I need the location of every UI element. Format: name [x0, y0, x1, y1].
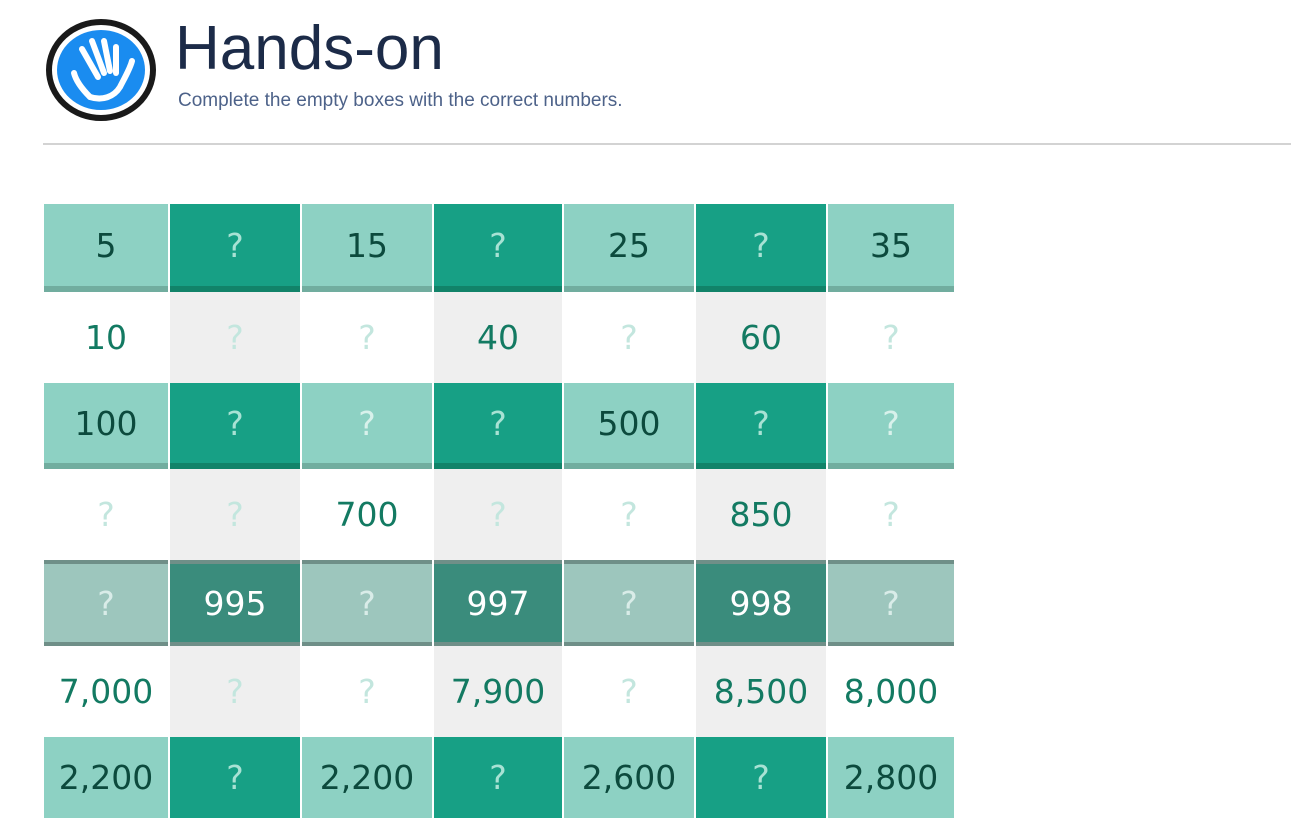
- cell-gap: [300, 383, 302, 469]
- answer-box[interactable]: ?: [170, 737, 300, 818]
- answer-box[interactable]: ?: [302, 646, 432, 737]
- answer-box[interactable]: ?: [696, 737, 826, 818]
- cell-gap: [168, 560, 170, 646]
- cell-gap: [826, 204, 828, 292]
- cell-gap: [562, 383, 564, 469]
- given-number: 5: [44, 204, 168, 292]
- answer-box[interactable]: ?: [434, 383, 562, 469]
- given-number: 2,600: [564, 737, 694, 818]
- answer-box[interactable]: ?: [696, 204, 826, 292]
- cell-gap: [562, 737, 564, 818]
- given-number: 995: [170, 560, 300, 646]
- answer-box[interactable]: ?: [302, 383, 432, 469]
- given-number: 10: [44, 292, 168, 383]
- cell-gap: [826, 292, 828, 383]
- given-number: 8,000: [828, 646, 954, 737]
- answer-box[interactable]: ?: [302, 292, 432, 383]
- given-number: 15: [302, 204, 432, 292]
- cell-gap: [432, 469, 434, 560]
- answer-box[interactable]: ?: [302, 560, 432, 646]
- cell-gap: [168, 469, 170, 560]
- given-number: 8,500: [696, 646, 826, 737]
- given-number: 850: [696, 469, 826, 560]
- answer-box[interactable]: ?: [170, 292, 300, 383]
- cell-gap: [168, 737, 170, 818]
- cell-gap: [432, 292, 434, 383]
- answer-box[interactable]: ?: [828, 292, 954, 383]
- given-number: 500: [564, 383, 694, 469]
- cell-gap: [826, 646, 828, 737]
- cell-gap: [694, 560, 696, 646]
- hand-icon: [46, 19, 156, 121]
- cell-gap: [694, 469, 696, 560]
- answer-box[interactable]: ?: [696, 383, 826, 469]
- cell-gap: [300, 560, 302, 646]
- cell-gap: [562, 560, 564, 646]
- cell-gap: [562, 646, 564, 737]
- cell-gap: [694, 204, 696, 292]
- cell-gap: [300, 204, 302, 292]
- given-number: 997: [434, 560, 562, 646]
- answer-box[interactable]: ?: [434, 204, 562, 292]
- cell-gap: [694, 383, 696, 469]
- given-number: 7,000: [44, 646, 168, 737]
- cell-gap: [826, 560, 828, 646]
- cell-gap: [694, 646, 696, 737]
- answer-box[interactable]: ?: [170, 646, 300, 737]
- cell-gap: [432, 204, 434, 292]
- cell-gap: [300, 737, 302, 818]
- answer-box[interactable]: ?: [828, 469, 954, 560]
- answer-box[interactable]: ?: [434, 737, 562, 818]
- answer-box[interactable]: ?: [564, 469, 694, 560]
- cell-gap: [432, 737, 434, 818]
- answer-box[interactable]: ?: [564, 646, 694, 737]
- cell-gap: [168, 383, 170, 469]
- answer-box[interactable]: ?: [828, 560, 954, 646]
- cell-gap: [168, 204, 170, 292]
- cell-gap: [300, 646, 302, 737]
- number-grid: 5? 15? 25? 35 10?? 40? 60? 100??? 500???? 700?? 85…: [44, 204, 954, 818]
- cell-gap: [300, 469, 302, 560]
- cell-gap: [168, 292, 170, 383]
- hands-on-logo: [46, 19, 156, 121]
- cell-gap: [432, 560, 434, 646]
- cell-gap: [562, 469, 564, 560]
- answer-box[interactable]: ?: [434, 469, 562, 560]
- answer-box[interactable]: ?: [564, 560, 694, 646]
- cell-gap: [694, 737, 696, 818]
- cell-gap: [432, 383, 434, 469]
- answer-box[interactable]: ?: [170, 204, 300, 292]
- answer-box[interactable]: ?: [170, 469, 300, 560]
- given-number: 7,900: [434, 646, 562, 737]
- cell-gap: [168, 646, 170, 737]
- answer-box[interactable]: ?: [564, 292, 694, 383]
- given-number: 2,200: [44, 737, 168, 818]
- answer-box[interactable]: ?: [44, 560, 168, 646]
- given-number: 998: [696, 560, 826, 646]
- given-number: 2,800: [828, 737, 954, 818]
- given-number: 60: [696, 292, 826, 383]
- cell-gap: [694, 292, 696, 383]
- page-title: Hands-on: [175, 14, 444, 83]
- given-number: 40: [434, 292, 562, 383]
- cell-gap: [826, 383, 828, 469]
- given-number: 100: [44, 383, 168, 469]
- cell-gap: [432, 646, 434, 737]
- answer-box[interactable]: ?: [44, 469, 168, 560]
- cell-gap: [562, 292, 564, 383]
- cell-gap: [826, 737, 828, 818]
- header-divider: [43, 143, 1291, 145]
- cell-gap: [300, 292, 302, 383]
- given-number: 700: [302, 469, 432, 560]
- answer-box[interactable]: ?: [828, 383, 954, 469]
- given-number: 25: [564, 204, 694, 292]
- given-number: 35: [828, 204, 954, 292]
- answer-box[interactable]: ?: [170, 383, 300, 469]
- cell-gap: [826, 469, 828, 560]
- instructions: Complete the empty boxes with the correc…: [178, 90, 623, 111]
- cell-gap: [562, 204, 564, 292]
- given-number: 2,200: [302, 737, 432, 818]
